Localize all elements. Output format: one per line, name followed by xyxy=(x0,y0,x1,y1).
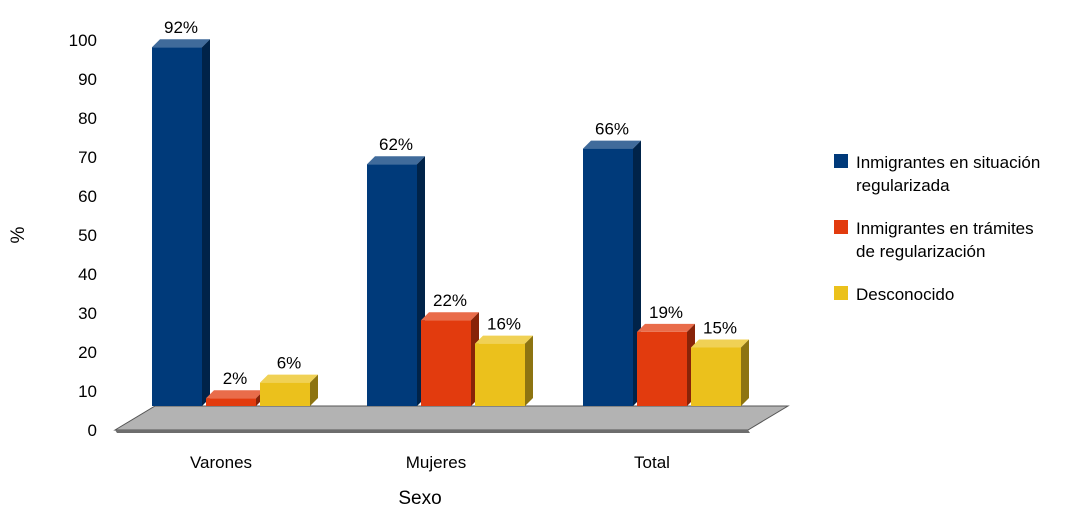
bar-front xyxy=(475,343,525,406)
bar-front xyxy=(367,164,417,406)
data-labels: 92% 2% 6% 62% 22% 16% 66% 19% 15% xyxy=(164,18,737,388)
bar-top xyxy=(206,390,264,399)
data-label: 62% xyxy=(379,135,413,154)
data-label: 16% xyxy=(487,315,521,334)
legend-item: Desconocido xyxy=(834,285,954,304)
y-tick-label: 40 xyxy=(78,265,97,284)
y-tick-label: 20 xyxy=(78,343,97,362)
floor-plane xyxy=(113,405,790,431)
data-label: 2% xyxy=(223,369,248,388)
bar-top xyxy=(475,335,533,344)
bar xyxy=(152,39,210,406)
bar xyxy=(367,156,425,406)
bars-group xyxy=(152,39,749,406)
y-tick-label: 50 xyxy=(78,226,97,245)
floor-edge xyxy=(115,430,750,433)
y-tick-label: 0 xyxy=(88,421,97,440)
floor-group xyxy=(113,405,790,433)
bar-front xyxy=(206,398,256,406)
y-axis: 0 10 20 30 40 50 60 70 80 90 100 xyxy=(69,31,97,440)
y-tick-label: 90 xyxy=(78,70,97,89)
legend-item: Inmigrantes en trámites de regularización xyxy=(834,219,1034,261)
y-tick-label: 10 xyxy=(78,382,97,401)
legend-label-line: Inmigrantes en situación xyxy=(856,153,1040,172)
bar-top xyxy=(421,312,479,321)
y-tick-label: 100 xyxy=(69,31,97,50)
y-tick-label: 70 xyxy=(78,148,97,167)
x-tick-label: Varones xyxy=(190,453,252,472)
bar-front xyxy=(421,320,471,406)
bar xyxy=(260,374,318,406)
legend-label-line: Inmigrantes en trámites xyxy=(856,219,1034,238)
bar-front xyxy=(260,382,310,406)
data-label: 22% xyxy=(433,291,467,310)
bar xyxy=(691,339,749,406)
legend-swatch xyxy=(834,286,848,300)
bar-front xyxy=(691,347,741,406)
legend-label: Inmigrantes en situación regularizada xyxy=(856,153,1040,195)
bar-top xyxy=(691,339,749,348)
bar xyxy=(475,335,533,406)
legend-label-line: de regularización xyxy=(856,242,985,261)
legend-label-line: regularizada xyxy=(856,176,950,195)
bar-front xyxy=(637,331,687,406)
category-labels: Varones Mujeres Total xyxy=(190,453,670,472)
y-tick-label: 30 xyxy=(78,304,97,323)
legend-label: Inmigrantes en trámites de regularización xyxy=(856,219,1034,261)
y-tick-label: 80 xyxy=(78,109,97,128)
data-label: 66% xyxy=(595,120,629,139)
bar xyxy=(583,140,641,406)
bar xyxy=(421,312,479,406)
data-label: 19% xyxy=(649,303,683,322)
legend-swatch xyxy=(834,220,848,234)
bar-top xyxy=(152,39,210,48)
bar-front xyxy=(152,47,202,406)
y-axis-title: % xyxy=(8,226,29,243)
legend-swatch xyxy=(834,154,848,168)
bar-side xyxy=(202,39,210,406)
bar-front xyxy=(583,148,633,406)
bar-top xyxy=(583,140,641,149)
legend-item: Inmigrantes en situación regularizada xyxy=(834,153,1040,195)
x-axis-title: Sexo xyxy=(398,488,441,509)
x-tick-label: Total xyxy=(634,453,670,472)
bar xyxy=(206,390,264,406)
y-tick-label: 60 xyxy=(78,187,97,206)
bar xyxy=(637,323,695,406)
legend-label-line: Desconocido xyxy=(856,285,954,304)
legend: Inmigrantes en situación regularizadaInmi… xyxy=(834,153,1040,304)
bar-top xyxy=(367,156,425,165)
bar-top xyxy=(637,323,695,332)
data-label: 92% xyxy=(164,18,198,37)
bar-side xyxy=(525,335,533,406)
legend-label: Desconocido xyxy=(856,285,954,304)
data-label: 6% xyxy=(277,354,302,373)
bar-side xyxy=(741,339,749,406)
bar-side xyxy=(310,374,318,406)
data-label: 15% xyxy=(703,319,737,338)
bar-top xyxy=(260,374,318,383)
x-tick-label: Mujeres xyxy=(406,453,466,472)
